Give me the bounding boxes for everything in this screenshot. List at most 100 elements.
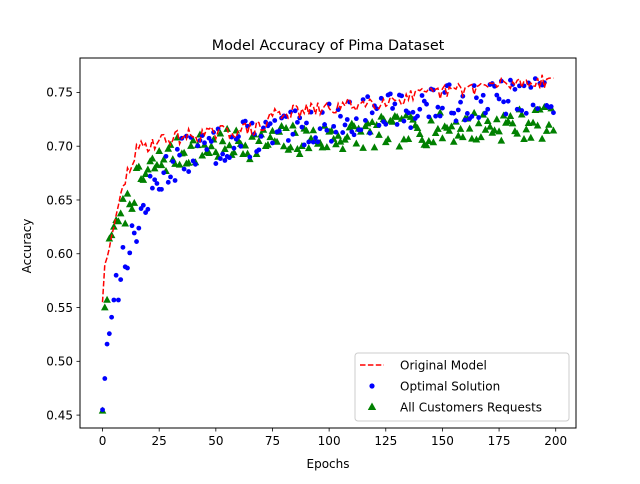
blue-dot-point	[408, 125, 414, 131]
green-triangle-point	[180, 148, 188, 156]
green-triangle-point	[395, 142, 404, 150]
blue-dot-point	[494, 92, 500, 98]
blue-dot-point	[220, 151, 226, 157]
blue-dot-point	[328, 138, 334, 144]
blue-dot-point	[508, 77, 513, 83]
green-triangle-point	[205, 149, 213, 157]
blue-dot-point	[340, 130, 346, 135]
green-triangle-point	[434, 124, 442, 132]
green-triangle-point	[542, 126, 551, 134]
blue-dot-point	[168, 174, 173, 180]
blue-dot-point	[145, 206, 151, 212]
green-triangle-point	[413, 124, 422, 132]
blue-dot-point	[369, 110, 375, 116]
blue-dot-point	[406, 110, 411, 116]
blue-dot-point	[165, 179, 171, 185]
blue-dot-point	[177, 152, 182, 158]
green-triangle-point	[483, 117, 492, 125]
green-triangle-point	[159, 155, 168, 163]
blue-dot-point	[186, 169, 192, 174]
green-triangle-point	[490, 126, 499, 134]
green-triangle-point	[343, 132, 352, 140]
green-triangle-point	[157, 161, 166, 169]
green-triangle-point	[459, 133, 467, 141]
blue-dot-point	[134, 239, 139, 244]
blue-dot-point	[170, 159, 176, 164]
blue-dot-point	[256, 147, 262, 153]
blue-dot-point	[249, 120, 255, 126]
blue-dot-point	[451, 110, 457, 116]
axis-ticks: 0 25 50 75 100 125 150 175 200 0.45 0.50 0.55 0.60 0.…	[46, 86, 567, 448]
blue-dot-point	[299, 124, 305, 130]
green-triangle-point	[218, 137, 227, 145]
green-triangle-point	[456, 124, 465, 132]
green-triangle-point	[438, 134, 447, 142]
green-triangle-point	[184, 158, 193, 166]
blue-dot-point	[424, 101, 429, 107]
blue-dot-point	[501, 99, 507, 105]
x-tick-label: 200	[544, 434, 567, 448]
blue-dot-point	[172, 178, 178, 183]
blue-dot-point	[387, 91, 393, 97]
blue-dot-point	[415, 113, 420, 119]
green-triangle-point	[286, 143, 295, 151]
green-triangle-point	[150, 164, 159, 172]
blue-dot-point	[376, 122, 382, 128]
blue-dot-point	[462, 117, 468, 123]
green-triangle-point	[468, 134, 476, 142]
blue-dot-point	[163, 153, 169, 159]
blue-dot-point	[485, 106, 491, 112]
blue-dot-point	[333, 129, 339, 135]
green-triangle-point	[454, 131, 463, 139]
blue-dot-point	[401, 118, 407, 124]
x-tick-label: 50	[208, 434, 223, 448]
blue-dot-point	[374, 106, 380, 112]
green-triangle-point	[508, 119, 517, 127]
green-triangle-point	[429, 138, 438, 146]
green-triangle-point	[121, 219, 130, 227]
blue-dot-point	[242, 118, 248, 124]
blue-dot-point	[433, 113, 439, 119]
y-tick-label: 0.65	[46, 193, 73, 207]
green-triangle-point	[384, 135, 392, 143]
y-tick-label: 0.55	[46, 301, 73, 315]
blue-dot-point	[227, 155, 232, 161]
blue-dot-point	[530, 102, 536, 108]
green-triangle-point	[216, 129, 225, 137]
blue-dot-point	[342, 122, 348, 128]
green-triangle-point	[114, 217, 123, 225]
blue-dot-point	[417, 106, 423, 112]
blue-dot-point	[120, 244, 126, 250]
blue-dot-point	[181, 166, 187, 172]
blue-dot-point	[104, 341, 110, 347]
series-all-customers-requests	[98, 103, 558, 414]
blue-dot-point	[301, 142, 307, 148]
green-triangle-point	[277, 122, 286, 130]
blue-dot-point	[190, 158, 196, 164]
green-triangle-point	[225, 141, 234, 149]
green-triangle-point	[477, 133, 485, 141]
green-triangle-point	[187, 141, 195, 149]
x-tick-label: 0	[99, 434, 107, 448]
green-triangle-point	[128, 204, 136, 212]
green-triangle-point	[486, 122, 494, 130]
blue-dot-point	[285, 138, 291, 143]
blue-dot-point	[480, 92, 486, 98]
blue-dot-point	[295, 119, 300, 125]
plot-area	[98, 74, 558, 414]
green-triangle-point	[103, 295, 111, 303]
green-triangle-point	[481, 125, 490, 133]
green-triangle-point	[173, 133, 182, 141]
blue-dot-point	[523, 110, 529, 116]
blue-dot-point	[503, 111, 509, 117]
x-tick-label: 75	[265, 434, 280, 448]
blue-dot-point	[426, 114, 432, 120]
green-triangle-point	[422, 141, 431, 149]
green-triangle-point	[418, 135, 426, 143]
green-triangle-point	[370, 143, 379, 151]
green-triangle-point	[465, 124, 474, 132]
green-triangle-point	[327, 126, 336, 134]
green-triangle-point	[533, 121, 542, 129]
